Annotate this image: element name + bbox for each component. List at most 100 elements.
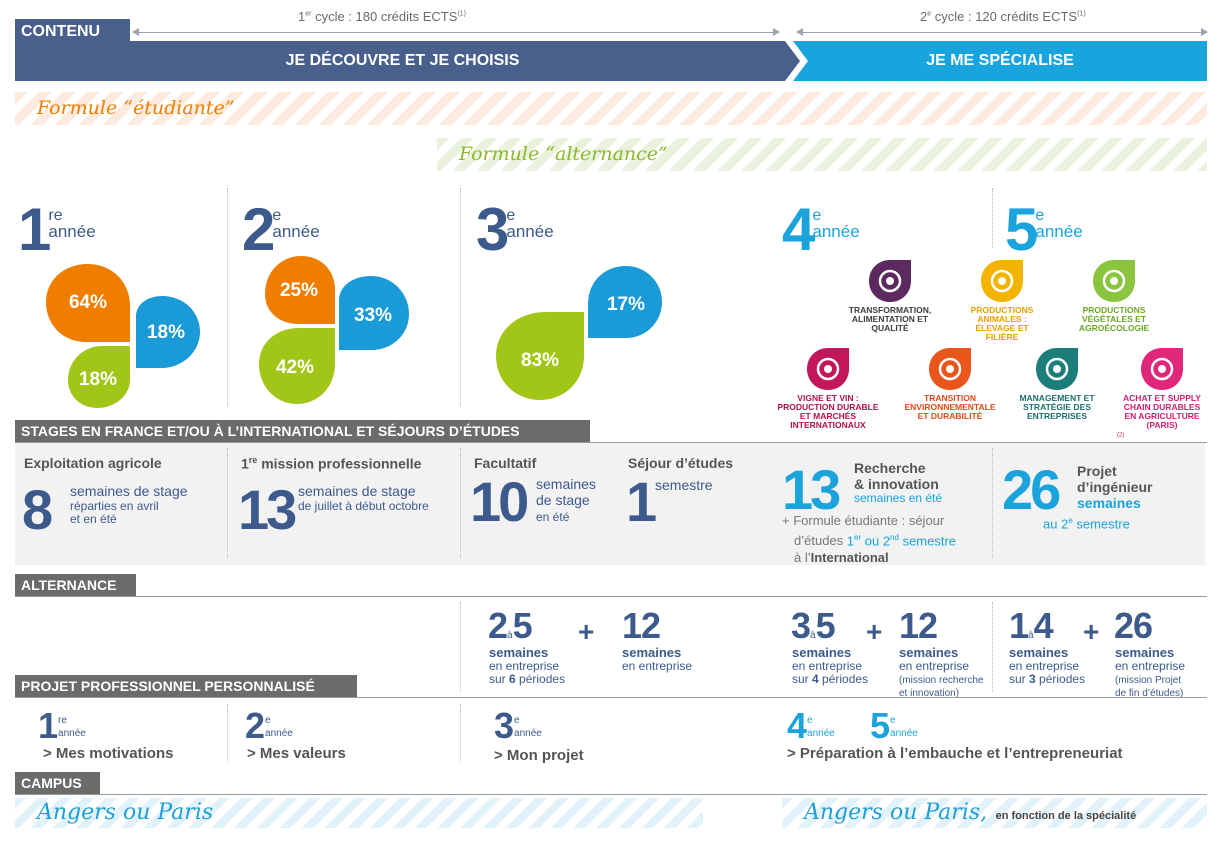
alt-y5-number: 26 [1114, 605, 1153, 646]
campus-section-line [15, 794, 1207, 795]
band1-shape [15, 41, 800, 81]
alt-y4-number: 12 [899, 605, 938, 646]
ppp-year1-label: > Mes motivations [43, 745, 174, 762]
specialite-3: PRODUCTIONS VÉGÉTALES ET AGROÉCOLOGIE [1072, 258, 1157, 333]
year-2-header: 2e année [242, 196, 320, 263]
ppp-year2-label: > Mes valeurs [247, 745, 346, 762]
petal-y1-blue [136, 296, 200, 368]
stages-section-header: STAGES EN FRANCE ET/OU À L’INTERNATIONAL… [15, 420, 590, 443]
campus-right-band: Angers ou Paris, en fonction de la spéci… [782, 798, 1207, 828]
alt-y3-number: 12 [622, 605, 661, 646]
formule-etudiante-label: Formule “étudiante” [37, 97, 235, 119]
stage3-number: 10 [470, 470, 529, 533]
stage5-title: Recherche & innovation [854, 460, 939, 492]
specialite-label: TRANSITION ENVIRONNEMENTALE ET DURABILIT… [904, 393, 996, 421]
cycle1-label: 1er cycle : 180 crédits ECTS(1) [296, 9, 468, 24]
specialite-label: ACHAT ET SUPPLY CHAIN DURABLES EN AGRICU… [1123, 393, 1201, 430]
band-specialise: JE ME SPÉCIALISE [926, 52, 1074, 69]
specialite-label: TRANSFORMATION, ALIMENTATION ET QUALITÉ [848, 305, 932, 333]
stage3-title: Facultatif [474, 455, 537, 471]
separator-1-2 [227, 188, 228, 406]
stage1-unit: semaines de stage [70, 483, 188, 499]
stage1-number: 8 [22, 478, 53, 541]
petal-chart-year1: 64% 18% 18% [46, 264, 200, 408]
ppp-year1: 1re année [38, 705, 86, 746]
stage3-unit: semaines de stage [536, 476, 596, 508]
petal-y1-blue-label: 18% [147, 322, 185, 343]
petal-y1-lime [68, 346, 130, 408]
petal-y3-blue-label: 17% [607, 294, 645, 315]
alternance-section-header: ALTERNANCE [15, 574, 136, 597]
alt-y5-detail: semaines en entreprise sur 3 périodes [1009, 645, 1086, 686]
cycle2-label: 2e cycle : 120 crédits ECTS(1) [918, 9, 1088, 24]
petal-y2-orange-label: 25% [280, 280, 318, 301]
alt-sep-1 [460, 602, 461, 692]
petal-y2-blue-label: 33% [354, 305, 392, 326]
alt-y4-plus: + [866, 616, 883, 647]
petal-y1-orange-label: 64% [69, 292, 107, 313]
petal-y2-lime [259, 328, 335, 404]
campus-left-band: Angers ou Paris [15, 798, 703, 828]
ppp-year3: 3e année [494, 705, 542, 746]
stage1-detail: réparties en avril et en été [70, 499, 159, 526]
petal-y1-lime-label: 18% [79, 369, 117, 390]
petal-y2-lime-label: 42% [276, 357, 314, 378]
chart-icon [1036, 348, 1078, 390]
campus-left-label: Angers ou Paris [37, 800, 214, 825]
petal-y2-orange [265, 256, 335, 324]
plant-icon [1093, 260, 1135, 302]
stage5-number: 13 [782, 458, 841, 521]
ppp-year4: 4e année [787, 705, 835, 746]
stage-sep-1 [227, 448, 228, 558]
campus-section-header: CAMPUS [15, 772, 100, 795]
alt-y5-detail-b: semaines en entreprise (mission Projet d… [1115, 645, 1186, 699]
alt-y3-plus: + [578, 616, 595, 647]
ppp-section-line [15, 697, 1207, 698]
ppp-section-header: PROJET PROFESSIONNEL PERSONNALISÉ [15, 675, 357, 698]
formule-alternance-label: Formule “alternance” [459, 143, 668, 165]
petal-y3-blue [588, 266, 662, 338]
cart-icon [1141, 348, 1183, 390]
plate-icon [869, 260, 911, 302]
petal-y1-orange [46, 264, 130, 342]
ppp-sep-2 [460, 704, 461, 762]
stage6-title: Projet d’ingénieur [1077, 463, 1153, 495]
stage-sep-3 [992, 448, 993, 558]
specialite-note: (2) [1117, 432, 1125, 439]
specialite-2: PRODUCTIONS ANIMALES : ÉLEVAGE ET FILIÈR… [960, 258, 1045, 342]
stages-background [15, 443, 1205, 565]
band-decouvre: JE DÉCOUVRE ET JE CHOISIS [285, 52, 520, 69]
stage6-detail: au 2e semestre [1043, 516, 1130, 532]
contenu-tab: CONTENU [15, 19, 130, 45]
alt-y4-range: 3à5 [791, 605, 836, 646]
recycle-icon [929, 348, 971, 390]
cycle1-arrow [132, 28, 780, 36]
stage5-unit: semaines en été [854, 491, 943, 505]
cycle-bands [15, 41, 1207, 81]
alt-y5-range: 1à4 [1009, 605, 1054, 646]
band2-shape [793, 41, 1207, 81]
stage5-extra: + Formule étudiante : séjour d’études 1e… [782, 513, 957, 566]
campus-right-label: Angers ou Paris, [804, 800, 988, 825]
year-3-header: 3e année [476, 196, 554, 263]
petal-y3-lime [496, 312, 584, 400]
stage1-title: Exploitation agricole [24, 455, 162, 471]
alt-y4-detail: semaines en entreprise sur 4 périodes [792, 645, 869, 686]
petal-chart-year2: 25% 33% 42% [259, 256, 409, 404]
alt-y5-plus: + [1083, 616, 1100, 647]
formule-alternance-band: Formule “alternance” [437, 138, 1207, 171]
stage2-detail: de juillet à début octobre [298, 499, 429, 513]
specialite-label: PRODUCTIONS VÉGÉTALES ET AGROÉCOLOGIE [1078, 305, 1150, 333]
specialite-4: VIGNE ET VIN : PRODUCTION DURABLE ET MAR… [773, 346, 883, 430]
ppp-sep-1 [227, 704, 228, 762]
alt-sep-2 [992, 602, 993, 692]
year-4-header: 4e année [782, 196, 860, 263]
separator-4-5 [992, 188, 993, 248]
specialite-1: TRANSFORMATION, ALIMENTATION ET QUALITÉ [843, 258, 938, 333]
ppp-year5: 5e année [870, 705, 918, 746]
petal-chart-year3: 17% 83% [496, 266, 662, 400]
specialite-5: TRANSITION ENVIRONNEMENTALE ET DURABILIT… [900, 346, 1000, 421]
separator-2-3 [460, 188, 461, 406]
cycle2-arrow [796, 28, 1208, 36]
year-1-header: 1re année [18, 196, 96, 263]
